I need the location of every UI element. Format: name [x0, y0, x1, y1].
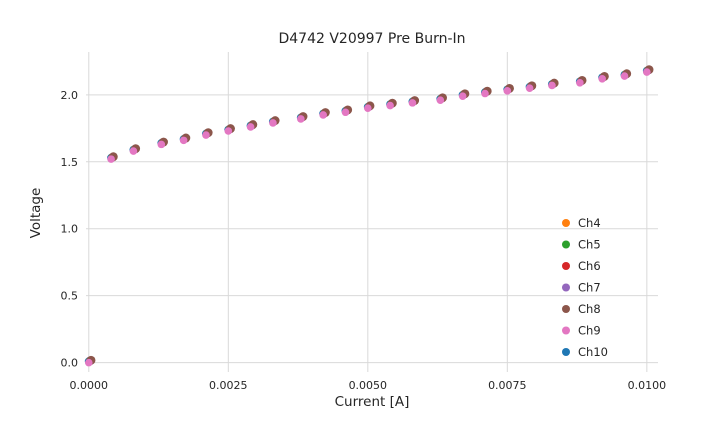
- legend-label-ch6: Ch6: [578, 259, 601, 273]
- data-point-ch9: [548, 81, 556, 90]
- legend-marker-ch6: [562, 262, 570, 270]
- data-point-ch9: [269, 119, 277, 127]
- data-point-ch9: [620, 72, 629, 80]
- legend-label-ch8: Ch8: [578, 302, 601, 316]
- x-tick-label: 0.0100: [628, 379, 667, 392]
- data-point-ch9: [643, 68, 651, 76]
- data-point-ch9: [157, 140, 166, 149]
- data-point-ch9: [84, 358, 93, 367]
- data-point-ch9: [458, 92, 467, 100]
- data-point-ch9: [179, 136, 188, 145]
- legend-marker-ch4: [562, 219, 570, 227]
- x-axis-label: Current [A]: [334, 394, 410, 410]
- data-point-ch9: [503, 87, 512, 95]
- data-point-ch9: [436, 96, 445, 105]
- y-tick-label: 2.0: [61, 89, 79, 102]
- legend-marker-ch10: [562, 348, 570, 356]
- data-point-ch9: [202, 131, 210, 139]
- x-tick-label: 0.0075: [488, 379, 527, 392]
- legend-marker-ch7: [562, 283, 570, 292]
- data-point-ch9: [341, 108, 350, 117]
- data-point-ch9: [576, 78, 584, 87]
- legend-marker-ch8: [562, 305, 570, 313]
- legend-label-ch5: Ch5: [578, 238, 601, 252]
- y-tick-label: 0.0: [61, 357, 79, 370]
- data-point-ch9: [598, 74, 606, 83]
- x-tick-label: 0.0025: [209, 379, 248, 392]
- legend-marker-ch5: [562, 240, 570, 249]
- data-point-ch9: [297, 115, 305, 123]
- legend-label-ch10: Ch10: [578, 345, 608, 359]
- data-point-ch9: [319, 111, 327, 119]
- data-point-ch9: [408, 99, 417, 107]
- data-point-ch9: [525, 84, 534, 92]
- data-point-ch9: [364, 104, 372, 113]
- chart-title: D4742 V20997 Pre Burn-In: [278, 31, 466, 47]
- y-tick-label: 1.0: [61, 223, 79, 236]
- legend-label-ch4: Ch4: [578, 216, 601, 230]
- y-tick-label: 1.5: [61, 156, 79, 169]
- y-tick-label: 0.5: [61, 290, 79, 303]
- data-point-ch9: [481, 89, 489, 98]
- data-point-ch9: [107, 155, 115, 163]
- data-point-ch9: [386, 101, 394, 110]
- data-point-ch9: [224, 127, 233, 135]
- x-tick-label: 0.0050: [349, 379, 388, 392]
- x-tick-label: 0.0000: [70, 379, 109, 392]
- data-point-ch9: [129, 147, 138, 155]
- legend-marker-ch9: [562, 326, 570, 335]
- legend-label-ch9: Ch9: [578, 324, 601, 338]
- data-point-ch9: [246, 123, 255, 131]
- legend-label-ch7: Ch7: [578, 281, 601, 295]
- y-axis-label: Voltage: [28, 187, 44, 239]
